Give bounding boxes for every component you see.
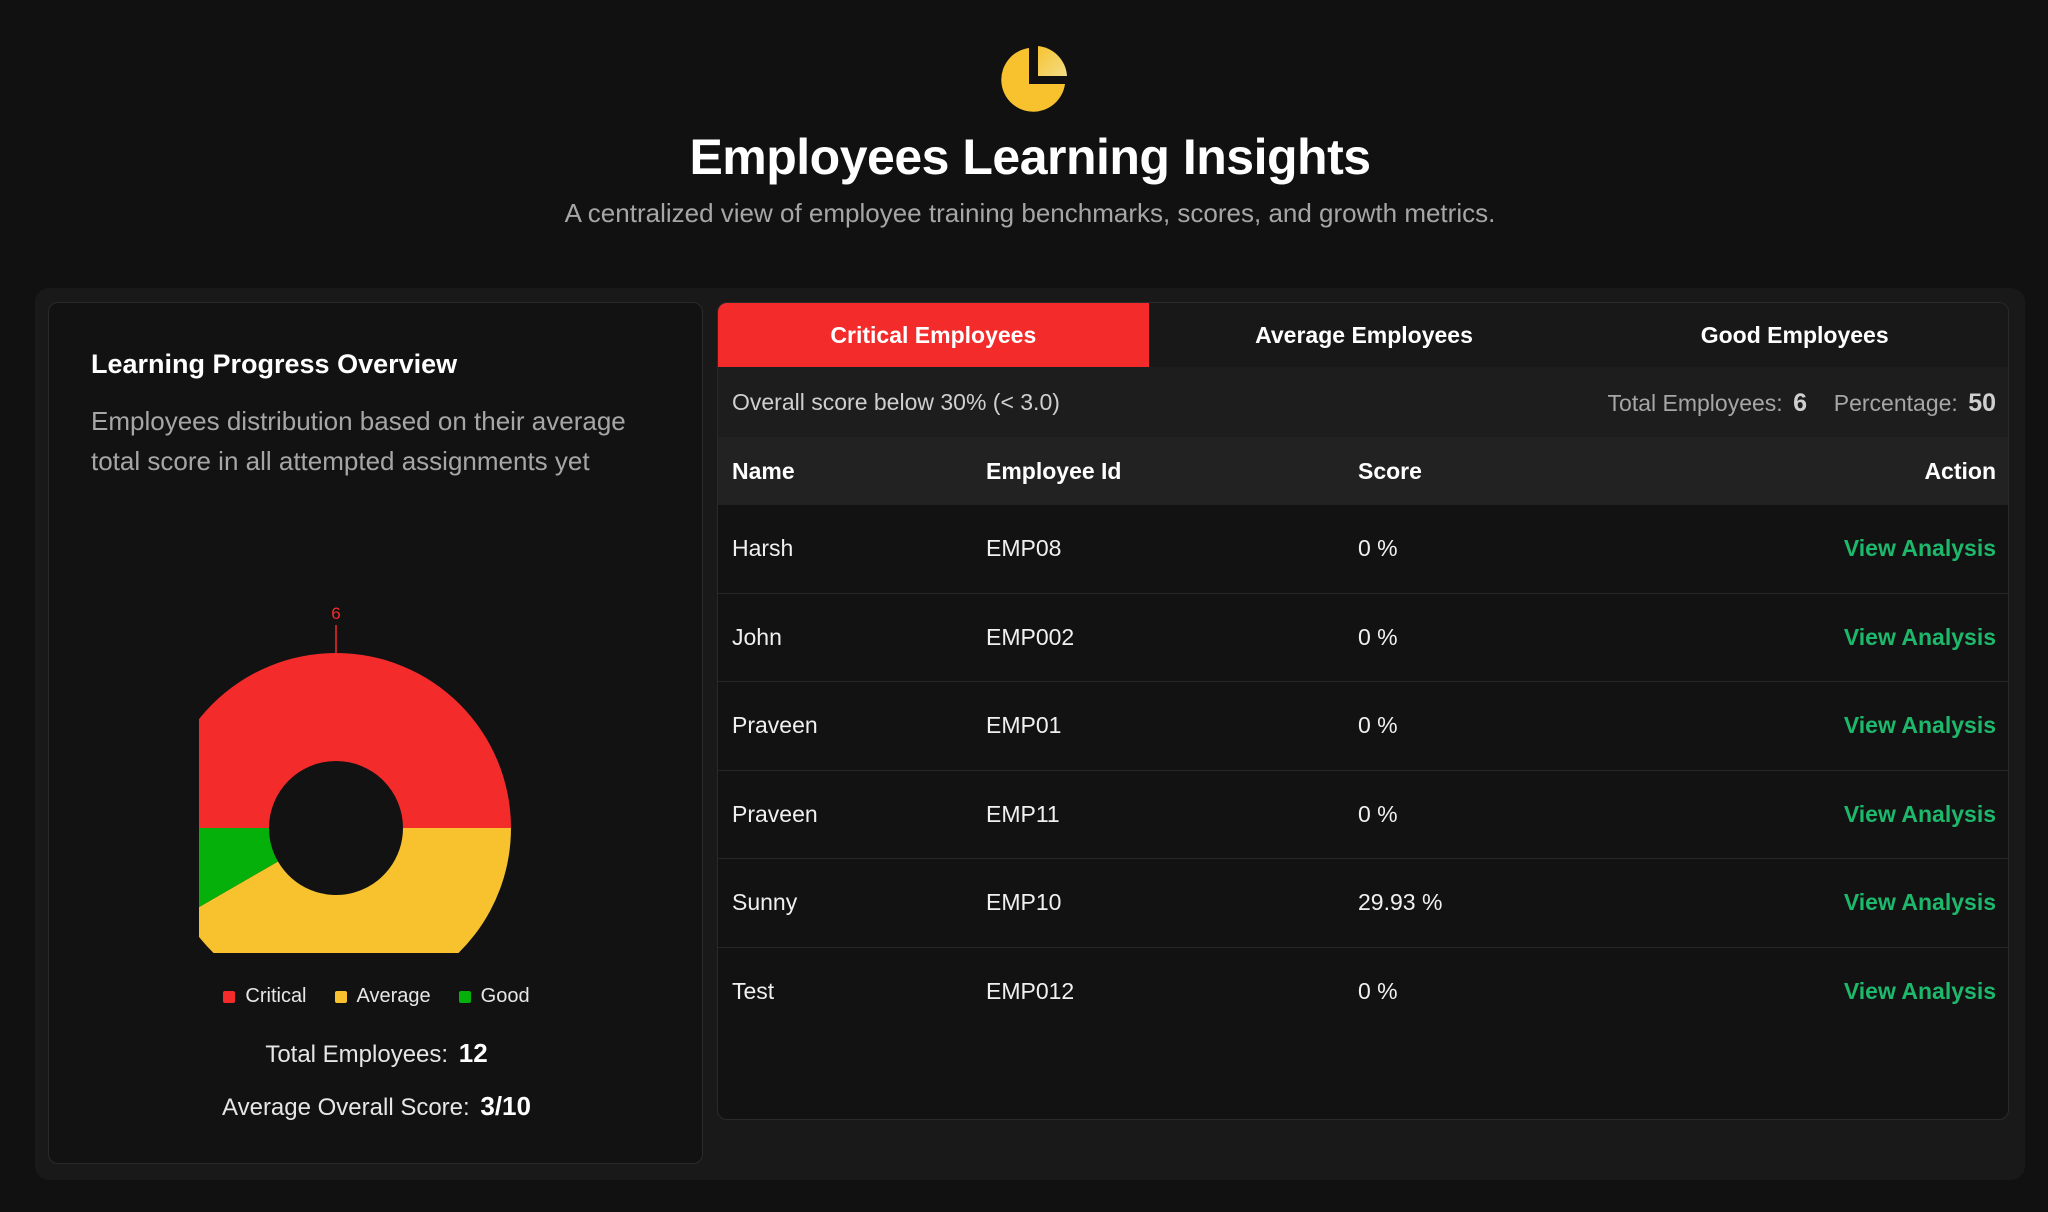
page-title: Employees Learning Insights: [689, 129, 1371, 185]
total-employees-value: 12: [458, 1038, 488, 1068]
donut-slice-critical[interactable]: [199, 653, 511, 828]
employee-category-tabs: Critical Employees Average Employees Goo…: [718, 303, 2008, 367]
average-score-value: 3/10: [480, 1091, 531, 1121]
table-row: Test EMP012 0 % View Analysis: [718, 948, 2008, 1037]
view-analysis-link[interactable]: View Analysis: [1843, 712, 1996, 739]
view-analysis-link[interactable]: View Analysis: [1843, 978, 1996, 1005]
employee-id: EMP10: [986, 889, 1062, 916]
employees-card: Critical Employees Average Employees Goo…: [717, 302, 2009, 1120]
tab-average-employees[interactable]: Average Employees: [1255, 321, 1473, 348]
overview-title: Learning Progress Overview: [91, 349, 458, 379]
column-header-action: Action: [1924, 457, 1996, 484]
employee-id: EMP08: [986, 535, 1062, 562]
legend-item-average[interactable]: Average: [334, 985, 431, 1008]
employee-score: 0 %: [1358, 978, 1398, 1005]
employee-name: Harsh: [732, 535, 794, 562]
legend-label: Critical: [245, 985, 307, 1007]
donut-data-label: 6: [331, 604, 340, 623]
overview-card: Learning Progress Overview Employees dis…: [48, 302, 703, 1164]
view-analysis-link[interactable]: View Analysis: [1843, 623, 1996, 650]
legend-item-good[interactable]: Good: [458, 985, 530, 1008]
category-percentage-label: Percentage:: [1833, 390, 1958, 416]
employee-id: EMP002: [986, 623, 1075, 650]
category-info-bar: Overall score below 30% (< 3.0) Total Em…: [718, 367, 2008, 437]
column-header-employee-id: Employee Id: [986, 457, 1122, 484]
category-percentage-value: 50: [1968, 389, 1996, 417]
view-analysis-link[interactable]: View Analysis: [1843, 535, 1996, 562]
category-total-label: Total Employees:: [1607, 390, 1783, 416]
legend-label: Average: [356, 985, 431, 1007]
column-header-name: Name: [732, 457, 795, 484]
employee-name: Test: [732, 978, 775, 1005]
employee-id: EMP01: [986, 712, 1062, 739]
employee-name: Sunny: [732, 889, 798, 916]
chart-legend: Critical Average Good: [49, 985, 704, 1008]
employee-name: John: [732, 623, 782, 650]
tab-good-employees[interactable]: Good Employees: [1700, 321, 1889, 348]
legend-swatch: [458, 990, 471, 1003]
employee-name: Praveen: [732, 800, 818, 827]
total-employees-label: Total Employees:: [265, 1041, 449, 1068]
category-criteria: Overall score below 30% (< 3.0): [732, 389, 1060, 415]
table-header: Name Employee Id Score Action: [718, 437, 2008, 505]
table-row: Sunny EMP10 29.93 % View Analysis: [718, 859, 2008, 948]
view-analysis-link[interactable]: View Analysis: [1843, 800, 1996, 827]
average-score-stat: Average Overall Score: 3/10: [49, 1091, 704, 1122]
legend-item-critical[interactable]: Critical: [223, 985, 307, 1008]
legend-swatch: [223, 990, 236, 1003]
employee-score: 0 %: [1358, 712, 1398, 739]
employee-score: 0 %: [1358, 800, 1398, 827]
legend-swatch: [334, 990, 347, 1003]
table-row: Praveen EMP01 0 % View Analysis: [718, 682, 2008, 771]
average-score-label: Average Overall Score:: [222, 1094, 470, 1121]
employee-score: 0 %: [1358, 535, 1398, 562]
distribution-donut-chart: 651: [199, 604, 511, 953]
employee-score: 0 %: [1358, 623, 1398, 650]
donut-slice-good[interactable]: [199, 828, 278, 916]
category-total-value: 6: [1793, 389, 1807, 417]
donut-slice-average[interactable]: [199, 828, 511, 953]
legend-label: Good: [480, 985, 530, 1007]
total-employees-stat: Total Employees: 12: [49, 1038, 704, 1069]
employee-id: EMP11: [986, 800, 1060, 827]
view-analysis-link[interactable]: View Analysis: [1843, 889, 1996, 916]
tab-critical-employees[interactable]: Critical Employees: [718, 303, 1149, 367]
employee-id: EMP012: [986, 978, 1075, 1005]
column-header-score: Score: [1358, 457, 1422, 484]
page-header: Employees Learning Insights A centralize…: [0, 0, 2048, 260]
table-row: Harsh EMP08 0 % View Analysis: [718, 505, 2008, 594]
overview-description: Employees distribution based on their av…: [91, 406, 626, 476]
table-row: Praveen EMP11 0 % View Analysis: [718, 771, 2008, 859]
table-row: John EMP002 0 % View Analysis: [718, 594, 2008, 682]
pie-chart-icon: [1001, 46, 1067, 112]
employee-name: Praveen: [732, 712, 818, 739]
employees-table-body: Harsh EMP08 0 % View Analysis John EMP00…: [718, 505, 2008, 1037]
page-subtitle: A centralized view of employee training …: [564, 198, 1496, 228]
category-stats: Total Employees: 6 Percentage: 50: [1608, 389, 1996, 418]
employee-score: 29.93 %: [1358, 889, 1443, 916]
